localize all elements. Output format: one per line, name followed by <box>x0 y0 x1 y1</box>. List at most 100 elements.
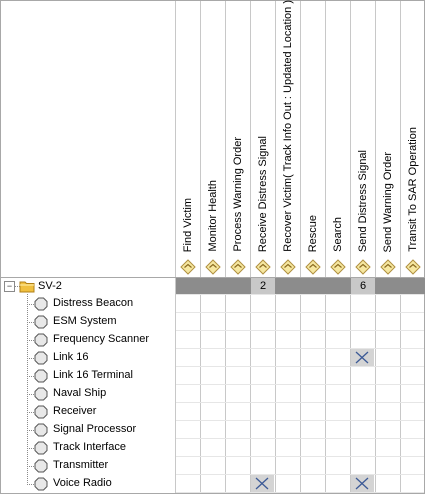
tree-row[interactable]: Link 16 Terminal <box>1 367 176 385</box>
function-diamond-icon <box>305 259 321 275</box>
octagon-system-icon <box>34 441 48 455</box>
function-diamond-icon <box>180 259 196 275</box>
grid-vline <box>300 1 301 493</box>
root-label: SV-2 <box>38 280 62 292</box>
octagon-system-icon <box>34 387 48 401</box>
tree-branch <box>27 394 34 395</box>
column-header-label: Rescue <box>307 214 319 252</box>
header-divider <box>1 277 424 278</box>
tree-row[interactable]: Signal Processor <box>1 421 176 439</box>
grid-hline <box>176 456 424 457</box>
tree-row-label: Signal Processor <box>53 423 137 435</box>
tree-row-label: Receiver <box>53 405 97 417</box>
tree-branch <box>27 304 34 305</box>
tree-row[interactable]: Link 16 <box>1 349 176 367</box>
tree-row[interactable]: Frequency Scanner <box>1 331 176 349</box>
tree-branch <box>27 484 34 485</box>
column-header-label: Find Victim <box>182 197 194 252</box>
tree-row[interactable]: Distress Beacon <box>1 295 176 313</box>
grid-vline <box>225 1 226 493</box>
octagon-system-icon <box>34 459 48 473</box>
grid-vline <box>200 1 201 493</box>
tree-row-label: Track Interface <box>53 441 126 453</box>
grid-hline <box>176 492 424 493</box>
function-diamond-icon <box>355 259 371 275</box>
tree-row[interactable]: Track Interface <box>1 439 176 457</box>
grid-vline <box>325 1 326 493</box>
column-header-label: Process Warning Order <box>232 137 244 252</box>
grid-vline <box>375 1 376 493</box>
tree-branch <box>27 466 34 467</box>
root-count-cell[interactable]: 2 <box>251 278 275 294</box>
column-header-label: Monitor Health <box>207 180 219 252</box>
tree-connector <box>27 294 28 483</box>
tree-row[interactable]: ESM System <box>1 313 176 331</box>
grid-hline <box>176 312 424 313</box>
tree-row-label: Naval Ship <box>53 387 107 399</box>
grid-hline <box>176 384 424 385</box>
folder-icon <box>19 280 35 296</box>
column-header[interactable]: Receive Distress Signal <box>251 2 276 278</box>
octagon-system-icon <box>34 333 48 347</box>
grid-hline <box>176 420 424 421</box>
octagon-system-icon <box>34 477 48 491</box>
root-summary-bar <box>176 278 425 294</box>
tree-row[interactable]: Transmitter <box>1 457 176 475</box>
column-header-label: Send Warning Order <box>382 151 394 252</box>
octagon-system-icon <box>34 423 48 437</box>
tree-branch <box>27 376 34 377</box>
tree-root-sv2[interactable]: − SV-2 <box>1 278 176 296</box>
tree-branch <box>27 412 34 413</box>
column-header-label: Send Distress Signal <box>357 149 369 252</box>
tree-row[interactable]: Receiver <box>1 403 176 421</box>
function-diamond-icon <box>255 259 271 275</box>
grid-vline <box>275 1 276 493</box>
x-mark-cell[interactable] <box>351 349 374 366</box>
column-header[interactable]: Find Victim <box>176 2 201 278</box>
function-diamond-icon <box>205 259 221 275</box>
column-header[interactable]: Monitor Health <box>201 2 226 278</box>
tree-row-label: Frequency Scanner <box>53 333 149 345</box>
octagon-system-icon <box>34 405 48 419</box>
function-diamond-icon <box>330 259 346 275</box>
grid-vline <box>175 1 176 493</box>
function-diamond-icon <box>230 259 246 275</box>
column-header[interactable]: Rescue <box>301 2 326 278</box>
x-mark-cell[interactable] <box>251 475 274 492</box>
grid-vline <box>400 1 401 493</box>
octagon-system-icon <box>34 369 48 383</box>
grid-vline <box>250 1 251 493</box>
octagon-system-icon <box>34 351 48 365</box>
x-mark-cell[interactable] <box>351 475 374 492</box>
root-count-cell[interactable]: 6 <box>351 278 375 294</box>
tree-row-label: Transmitter <box>53 459 109 471</box>
column-header[interactable]: Send Warning Order <box>376 2 401 278</box>
column-header[interactable]: Process Warning Order <box>226 2 251 278</box>
column-header-label: Search <box>332 217 344 252</box>
grid-hline <box>176 438 424 439</box>
column-header[interactable]: Send Distress Signal <box>351 2 376 278</box>
function-diamond-icon <box>280 259 296 275</box>
tree-row-label: Link 16 Terminal <box>53 369 133 381</box>
function-diamond-icon <box>405 259 421 275</box>
grid-hline <box>176 474 424 475</box>
tree-row-label: ESM System <box>53 315 117 327</box>
tree-row-label: Voice Radio <box>53 477 112 489</box>
tree-row[interactable]: Naval Ship <box>1 385 176 403</box>
grid-hline <box>176 366 424 367</box>
column-header-label: Transit To SAR Operation <box>407 127 419 252</box>
octagon-system-icon <box>34 297 48 311</box>
grid-hline <box>176 330 424 331</box>
octagon-system-icon <box>34 315 48 329</box>
column-header[interactable]: Transit To SAR Operation <box>401 2 425 278</box>
tree-row[interactable]: Voice Radio <box>1 475 176 493</box>
column-header[interactable]: Recover Victim( Track Info Out : Updated… <box>276 0 301 278</box>
tree-branch <box>27 448 34 449</box>
tree-row-label: Distress Beacon <box>53 297 134 309</box>
tree-branch <box>27 358 34 359</box>
column-header[interactable]: Search <box>326 2 351 278</box>
tree-row-label: Link 16 <box>53 351 89 363</box>
tree-branch <box>27 340 34 341</box>
grid-vline <box>350 1 351 493</box>
